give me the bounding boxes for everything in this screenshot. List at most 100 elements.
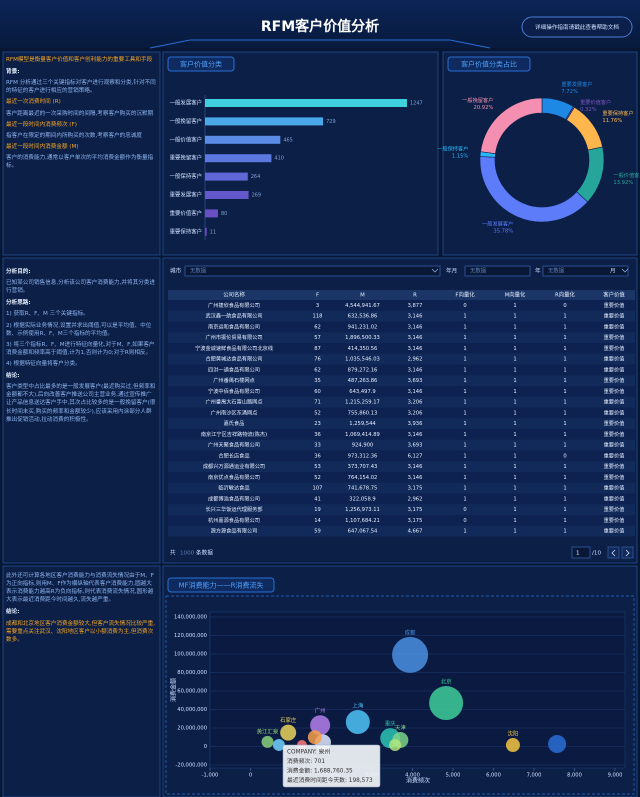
bubble (261, 735, 274, 748)
table-cell: 755,860.13 (348, 410, 378, 416)
table-cell: 1,256,973.11 (345, 507, 380, 513)
table-cell: 重要价值 (604, 494, 625, 502)
table-row (168, 386, 635, 397)
input-placeholder: 无数据 (470, 267, 487, 275)
x-tick-label: 5,000 (446, 773, 461, 779)
panel-tag (447, 56, 531, 72)
next-page[interactable] (621, 546, 634, 559)
y-tick-label: 0 (204, 744, 207, 750)
table-cell: 重要价值 (604, 376, 625, 384)
table-cell: 76 (314, 357, 321, 363)
table-cell: 36 (314, 453, 321, 459)
category-label: 一般价值客户 (170, 135, 202, 143)
city-select[interactable] (184, 265, 441, 277)
table-cell: 1,259,544 (349, 421, 376, 427)
table-row (168, 418, 635, 429)
slice-name: 重要发展客户 (561, 80, 592, 88)
bubble-label: 北京 (441, 678, 452, 686)
table-cell: 41 (314, 496, 321, 502)
column-header: F (316, 293, 319, 299)
table-cell: 1 (513, 507, 516, 513)
text-block: 4) 根据特征向量将客户分类。 (6, 360, 81, 367)
y-tick-label: 140,000,000 (174, 615, 207, 621)
table-row (168, 364, 635, 376)
table-cell: 52 (314, 475, 321, 481)
panel-tag (167, 56, 235, 72)
bubble-label: 黄江汇泉 (257, 727, 279, 735)
table-cell: 1 (563, 410, 566, 416)
table-cell: 1 (513, 410, 516, 416)
value-label: 264 (251, 174, 261, 180)
help-button[interactable] (521, 16, 633, 38)
table-cell: 414,350.56 (348, 346, 378, 352)
table-cell: 57 (314, 335, 321, 341)
text-block: 分析目的: (6, 269, 31, 275)
bar (205, 154, 272, 163)
table-cell: 1 (463, 335, 466, 341)
table-cell: 0 (563, 303, 566, 309)
table-cell: 4,667 (408, 529, 423, 535)
value-label: 465 (283, 137, 293, 143)
text-block: RFM 分析通过三个关键指标对客户进行观察和分类,针对不同的特征的客户进行相应的… (6, 80, 156, 95)
table-cell: 1 (513, 486, 516, 492)
value-label: 1247 (410, 101, 423, 107)
prev-page[interactable] (607, 546, 620, 559)
page-total: /10 (592, 551, 601, 557)
text-block: 3) 将三个指标R、F、M进行特征向量化,对于M、F,如果客户消费金额和频率高于… (6, 341, 155, 356)
help-button-label[interactable]: 详细操作指南请戳此查看帮助文档 (535, 23, 619, 31)
table-cell: 1 (513, 346, 516, 352)
table-cell: 武汉鑫一航食品有限公司 (205, 312, 262, 320)
table-cell: 1 (563, 421, 566, 427)
table-cell: 重要价值 (604, 516, 625, 524)
panel (442, 51, 638, 256)
header-decor (149, 39, 491, 49)
table-cell: 36 (314, 432, 321, 438)
table-cell: 973,312.36 (348, 453, 378, 459)
filter-label: 城市 (170, 267, 182, 275)
y-tick-label: 80,000,000 (177, 670, 207, 676)
table-cell: 3,693 (408, 378, 423, 384)
table-cell: 1 (563, 335, 566, 341)
bubble (429, 686, 464, 721)
column-header: 客户价值 (603, 291, 625, 299)
table-cell: 107 (313, 486, 323, 492)
slice-name: 一般保持客户 (437, 144, 468, 152)
table-cell: 1 (513, 335, 516, 341)
text-block: 客户的消费能力,通常以客户单次的平均消费金额作为衡量指标。 (6, 154, 154, 170)
table-cell: 重要价值 (604, 322, 625, 330)
table-cell: 1 (463, 346, 466, 352)
page-input[interactable] (571, 546, 591, 559)
table-cell: 632,536.86 (348, 314, 378, 320)
table-cell: 764,154.02 (348, 475, 378, 481)
slice-percent: 20.92% (474, 105, 494, 111)
table-row (168, 504, 635, 515)
slice-percent: 1.15% (452, 153, 469, 159)
filter-label: 月 (610, 268, 616, 275)
donut-slice (480, 97, 543, 154)
table-cell: 3,146 (408, 432, 423, 438)
table-cell: 1 (563, 443, 566, 449)
table-cell: 879,272.16 (348, 367, 378, 373)
table-row (168, 353, 635, 365)
slice-name: 重要价值客户 (580, 98, 611, 106)
category-label: 一般挽留客户 (170, 117, 202, 125)
year-input[interactable] (542, 265, 629, 277)
category-label: 重要发展客户 (170, 191, 202, 199)
table-cell: 四洪一通食品有限公司 (208, 365, 260, 373)
tooltip-line: COMPANY: 泉州 (287, 748, 330, 756)
table-cell: 1 (563, 486, 566, 492)
ym-input[interactable] (464, 265, 531, 277)
table-cell: 1 (563, 507, 566, 513)
table-row (168, 482, 635, 494)
table-row (168, 343, 635, 354)
input-placeholder: 无数据 (548, 267, 565, 275)
slice-name: 一般价值客户 (613, 171, 640, 179)
table-cell: 924,900 (352, 443, 373, 449)
table-cell: 373,707.43 (348, 464, 378, 470)
table-cell: 1 (463, 464, 466, 470)
table-cell: 1 (563, 324, 566, 330)
table-cell: 487,263.86 (348, 378, 378, 384)
slice-percent: 0.32% (580, 107, 597, 113)
table-cell: 1 (513, 314, 516, 320)
table-cell: 1,035,546.03 (345, 357, 380, 363)
